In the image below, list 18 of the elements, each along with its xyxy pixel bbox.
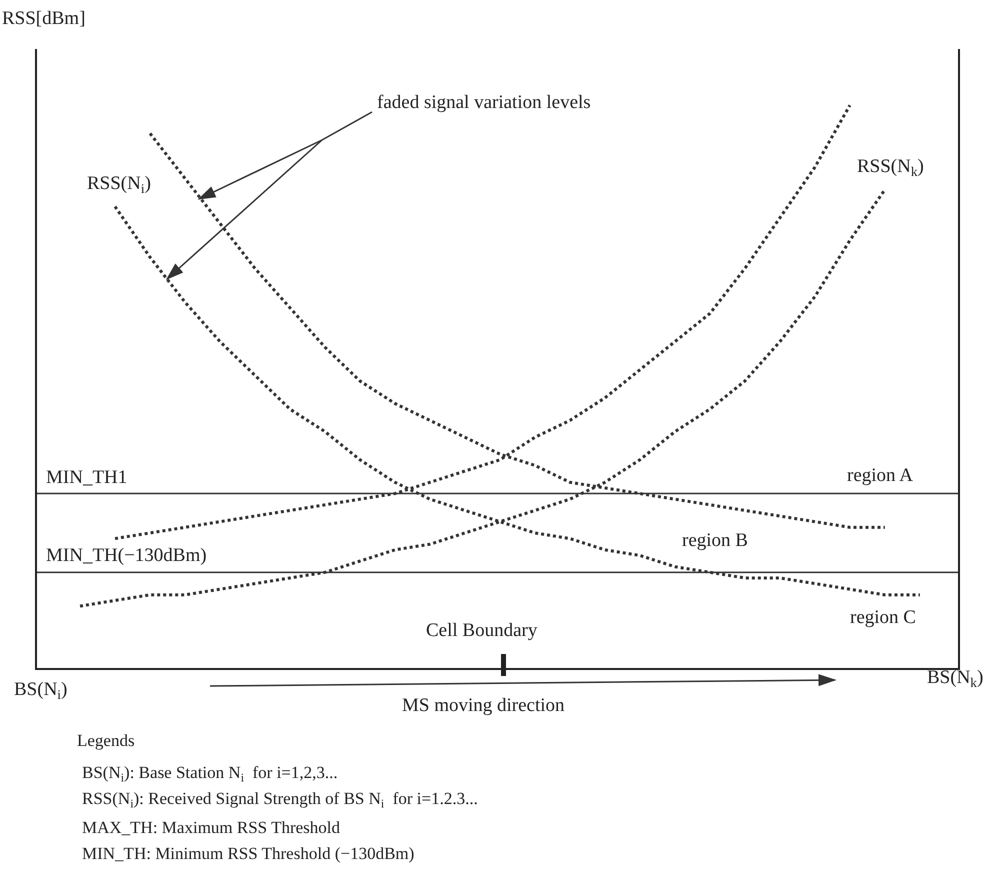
text: BS(N$_{i}$) bbox=[14, 679, 68, 702]
ref-line-label: MIN_TH(−130dBm) bbox=[46, 545, 207, 566]
text: MS moving direction bbox=[402, 695, 566, 716]
ref-line-label: MIN_TH1 bbox=[46, 467, 128, 488]
annotation: BS(N$_{k}$) bbox=[927, 667, 984, 690]
annotation: Cell Boundary bbox=[426, 620, 538, 641]
series-label: RSS(N$_{k}$) bbox=[857, 156, 924, 179]
text: MAX_TH: Maximum RSS Threshold bbox=[82, 818, 341, 837]
annotation: region A bbox=[847, 465, 914, 486]
text: BS(N$_{i}$): Base Station N$_{i}$ for i=1,2,3... bbox=[82, 763, 338, 785]
text: Legends bbox=[77, 731, 135, 750]
annotation: region C bbox=[850, 607, 916, 628]
annotation: faded signal variation levels bbox=[377, 92, 591, 113]
y-axis-title: RSS[dBm] bbox=[2, 8, 86, 29]
text: MIN_TH: Minimum RSS Threshold (−130dBm) bbox=[82, 844, 414, 863]
series-label: RSS(N$_{i}$) bbox=[87, 173, 151, 196]
annotation: region B bbox=[682, 530, 748, 551]
text: RSS(N$_{i}$): Received Signal Strength of BS N$_{i}$ for i=1.2.3... bbox=[82, 789, 478, 811]
